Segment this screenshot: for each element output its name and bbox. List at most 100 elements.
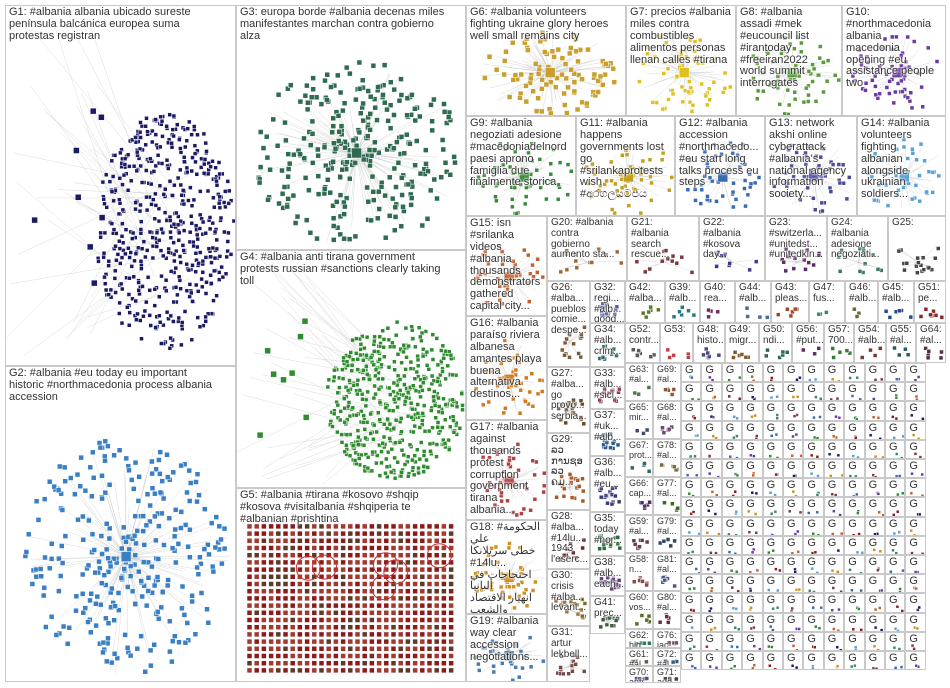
network-node <box>282 530 289 537</box>
network-edge <box>31 536 127 557</box>
network-node <box>361 574 368 580</box>
network-node <box>363 403 369 409</box>
network-node <box>357 456 362 461</box>
network-node <box>928 312 933 318</box>
network-node <box>433 653 440 659</box>
network-node <box>391 380 397 386</box>
network-node <box>311 566 318 573</box>
network-node <box>246 638 253 645</box>
network-node <box>91 279 98 287</box>
network-node <box>415 402 420 407</box>
network-node <box>693 198 698 203</box>
network-node <box>433 638 440 645</box>
network-edge <box>560 341 570 349</box>
network-node <box>419 595 426 602</box>
network-node <box>816 253 822 258</box>
network-node <box>792 46 797 51</box>
network-node <box>383 660 390 666</box>
network-node <box>580 597 585 602</box>
network-node <box>167 178 173 184</box>
network-node <box>318 581 325 587</box>
network-node <box>608 431 613 437</box>
network-node <box>613 493 618 499</box>
network-node <box>205 542 211 548</box>
network-node <box>268 566 274 573</box>
network-node <box>333 581 339 587</box>
network-node <box>426 545 433 551</box>
network-node <box>125 584 131 590</box>
network-node <box>131 163 137 169</box>
network-node <box>441 574 447 580</box>
network-node <box>330 424 335 429</box>
network-node <box>105 620 112 626</box>
network-node <box>745 314 750 319</box>
network-node <box>120 524 127 531</box>
network-node <box>559 55 566 61</box>
network-node <box>663 40 669 45</box>
network-node <box>159 510 165 517</box>
network-node <box>186 498 193 504</box>
network-node <box>410 336 416 341</box>
network-node <box>415 411 421 416</box>
network-node <box>152 287 158 292</box>
network-node <box>703 58 708 64</box>
network-node <box>402 398 408 404</box>
network-node <box>311 646 318 652</box>
network-node <box>610 486 615 491</box>
network-node <box>410 465 416 470</box>
network-node <box>373 391 378 397</box>
network-node <box>354 595 361 602</box>
network-node <box>98 234 103 240</box>
network-node <box>135 498 142 504</box>
network-node <box>643 314 649 320</box>
network-edge <box>486 176 525 185</box>
network-node <box>181 612 188 618</box>
network-edge <box>569 487 582 490</box>
network-node <box>185 169 190 175</box>
cluster-g18: G18: #الحكومة علي خطى سريلانكا #14lu... … <box>466 520 547 614</box>
network-node <box>705 161 710 166</box>
network-node <box>143 602 150 609</box>
network-node <box>435 362 441 368</box>
network-node <box>515 442 521 447</box>
network-node <box>382 354 387 359</box>
network-node <box>426 667 433 674</box>
network-edge <box>902 262 919 269</box>
network-node <box>282 119 288 126</box>
network-node <box>383 581 390 587</box>
network-node <box>275 545 282 551</box>
cluster-label: G57: 700... <box>828 324 854 346</box>
network-node <box>387 436 392 441</box>
cluster-graph <box>772 143 852 215</box>
cluster-graph <box>665 347 691 360</box>
network-node <box>62 533 69 539</box>
network-node <box>436 404 442 409</box>
network-node <box>448 523 454 530</box>
network-node <box>500 280 505 285</box>
network-node <box>109 585 115 592</box>
network-node <box>776 312 781 317</box>
network-node <box>386 337 392 343</box>
network-node <box>209 563 216 570</box>
network-node <box>342 203 348 210</box>
network-node <box>393 440 398 446</box>
network-node <box>785 87 791 93</box>
network-node <box>580 476 585 481</box>
network-node <box>133 251 139 256</box>
network-node <box>189 168 194 174</box>
network-node <box>347 653 354 659</box>
network-edge <box>126 537 228 557</box>
network-node <box>133 206 138 212</box>
network-node <box>304 660 310 666</box>
network-node <box>113 268 118 274</box>
network-node <box>304 106 311 113</box>
network-node <box>313 94 320 101</box>
network-node <box>173 285 179 290</box>
network-node <box>144 207 150 213</box>
network-node <box>870 78 875 83</box>
network-node <box>502 338 508 343</box>
network-node <box>419 602 426 609</box>
network-node <box>103 546 110 553</box>
cluster-graph <box>816 310 829 317</box>
network-node <box>137 208 143 214</box>
